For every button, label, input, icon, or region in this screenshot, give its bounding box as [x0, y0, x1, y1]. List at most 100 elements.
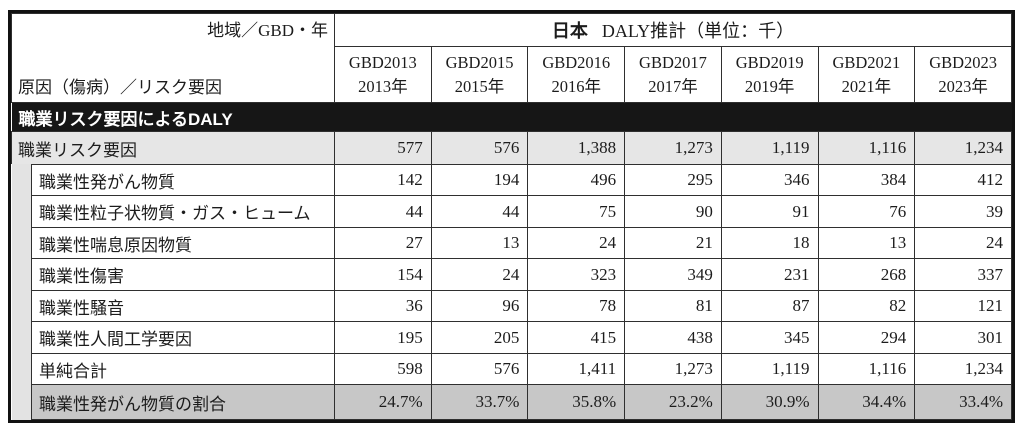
- value-cell: 34.4%: [817, 384, 916, 420]
- value-cell: 598: [334, 352, 432, 386]
- value-cell: 346: [720, 163, 819, 197]
- value-cell: 18: [720, 226, 819, 260]
- value-cell: 30.9%: [720, 384, 819, 420]
- value-cell: 36: [334, 289, 432, 323]
- value-cell: 345: [720, 321, 819, 354]
- value-cell: 91: [720, 195, 819, 228]
- col-header-gbd2017: GBD2017 2017年: [624, 46, 722, 103]
- value-cell: 195: [334, 321, 432, 354]
- value-cell: 1,116: [817, 352, 916, 386]
- row-label: 職業性騒音: [31, 289, 335, 323]
- value-cell: 231: [720, 258, 819, 291]
- indent-strip: [11, 195, 32, 228]
- corner-cell: 地域／GBD・年 原因（傷病）／リスク要因: [11, 13, 335, 103]
- value-cell: 13: [430, 226, 529, 260]
- value-cell: 76: [817, 195, 916, 228]
- value-cell: 21: [624, 226, 722, 260]
- value-cell: 496: [527, 163, 626, 197]
- row-label: 職業性傷害: [31, 258, 335, 291]
- value-cell: 337: [914, 258, 1012, 291]
- value-cell: 23.2%: [624, 384, 722, 420]
- value-cell: 1,119: [720, 352, 819, 386]
- corner-label-cause-risk: 原因（傷病）／リスク要因: [18, 78, 222, 97]
- table-row: 職業性人間工学要因 195 205 415 438 345 294 301: [11, 321, 1012, 354]
- indent-strip: [11, 258, 32, 291]
- value-cell: 24: [527, 226, 626, 260]
- table-row: 職業リスク要因 577 576 1,388 1,273 1,119 1,116 1,234: [11, 131, 1012, 165]
- col-header-gbd2019: GBD2019 2019年: [720, 46, 819, 103]
- section-band: 職業リスク要因によるDALY: [11, 101, 1012, 133]
- value-cell: 81: [624, 289, 722, 323]
- value-cell: 78: [527, 289, 626, 323]
- region-header: 日本 DALY推計（単位：千）: [334, 13, 1012, 47]
- value-cell: 1,273: [624, 352, 722, 386]
- value-cell: 121: [914, 289, 1012, 323]
- col-header-gbd2023: GBD2023 2023年: [914, 46, 1012, 103]
- row-label: 職業性粒子状物質・ガス・ヒューム: [31, 195, 335, 228]
- col-header-gbd2015: GBD2015 2015年: [430, 46, 529, 103]
- table-row: 職業性傷害 154 24 323 349 231 268 337: [11, 258, 1012, 291]
- value-cell: 415: [527, 321, 626, 354]
- value-cell: 194: [430, 163, 529, 197]
- region-name: 日本: [551, 21, 588, 41]
- header-row-region: 地域／GBD・年 原因（傷病）／リスク要因 日本 DALY推計（単位：千）: [11, 13, 1012, 103]
- value-cell: 412: [914, 163, 1012, 197]
- value-cell: 1,119: [720, 131, 819, 165]
- indent-strip: [11, 227, 32, 259]
- row-label: 職業性人間工学要因: [31, 321, 335, 354]
- col-header-gbd2016: GBD2016 2016年: [527, 46, 626, 103]
- value-cell: 1,116: [817, 131, 916, 165]
- value-cell: 44: [430, 195, 529, 228]
- value-cell: 90: [624, 195, 722, 228]
- value-cell: 35.8%: [527, 384, 626, 420]
- header-row-gbd-years: GBD2013 2013年 GBD2015 2015年 GBD2016 2016…: [12, 46, 1012, 103]
- value-cell: 33.4%: [914, 384, 1012, 420]
- daly-table: 地域／GBD・年 原因（傷病）／リスク要因 日本 DALY推計（単位：千） GBD…: [8, 10, 1015, 423]
- value-cell: 13: [817, 226, 916, 260]
- value-cell: 576: [430, 352, 529, 386]
- value-cell: 44: [334, 195, 432, 228]
- value-cell: 577: [334, 131, 432, 165]
- indent-strip: [11, 290, 32, 322]
- indent-strip: [11, 353, 32, 385]
- corner-label-region-gbd-year: 地域／GBD・年: [207, 21, 328, 40]
- value-cell: 1,388: [527, 131, 626, 165]
- value-cell: 384: [817, 163, 916, 197]
- value-cell: 438: [624, 321, 722, 354]
- col-header-gbd2013: GBD2013 2013年: [334, 46, 432, 103]
- value-cell: 294: [817, 321, 916, 354]
- indent-strip: [11, 164, 32, 196]
- value-cell: 268: [817, 258, 916, 291]
- value-cell: 24: [430, 258, 529, 291]
- value-cell: 349: [624, 258, 722, 291]
- value-cell: 154: [334, 258, 432, 291]
- table-row: 職業性粒子状物質・ガス・ヒューム 44 44 75 90 91 76 39: [11, 195, 1012, 228]
- value-cell: 96: [430, 289, 529, 323]
- value-cell: 24: [914, 226, 1012, 260]
- value-cell: 1,411: [527, 352, 626, 386]
- row-label: 職業性発がん物質の割合: [31, 384, 335, 420]
- row-label: 職業性喘息原因物質: [31, 226, 335, 260]
- value-cell: 1,234: [914, 352, 1012, 386]
- table-row: 職業性発がん物質の割合 24.7% 33.7% 35.8% 23.2% 30.9% 34.4…: [11, 384, 1012, 420]
- value-cell: 301: [914, 321, 1012, 354]
- row-label: 職業性発がん物質: [31, 163, 335, 197]
- row-label: 単純合計: [31, 352, 335, 386]
- table-row: 職業性騒音 36 96 78 81 87 82 121: [11, 289, 1012, 323]
- table-row: 職業性喘息原因物質 27 13 24 21 18 13 24: [11, 226, 1012, 260]
- value-cell: 205: [430, 321, 529, 354]
- daly-table-grid: 地域／GBD・年 原因（傷病）／リスク要因 日本 DALY推計（単位：千） GBD…: [11, 13, 1012, 420]
- table-row: 職業性発がん物質 142 194 496 295 346 384 412: [11, 163, 1012, 197]
- value-cell: 82: [817, 289, 916, 323]
- value-cell: 142: [334, 163, 432, 197]
- value-cell: 1,273: [624, 131, 722, 165]
- value-cell: 39: [914, 195, 1012, 228]
- section-band-title: 職業リスク要因によるDALY: [11, 101, 1012, 133]
- value-cell: 87: [720, 289, 819, 323]
- col-header-gbd2021: GBD2021 2021年: [817, 46, 916, 103]
- row-label: 職業リスク要因: [11, 131, 335, 165]
- value-cell: 1,234: [914, 131, 1012, 165]
- value-cell: 75: [527, 195, 626, 228]
- table-row: 単純合計 598 576 1,411 1,273 1,119 1,116 1,234: [11, 352, 1012, 386]
